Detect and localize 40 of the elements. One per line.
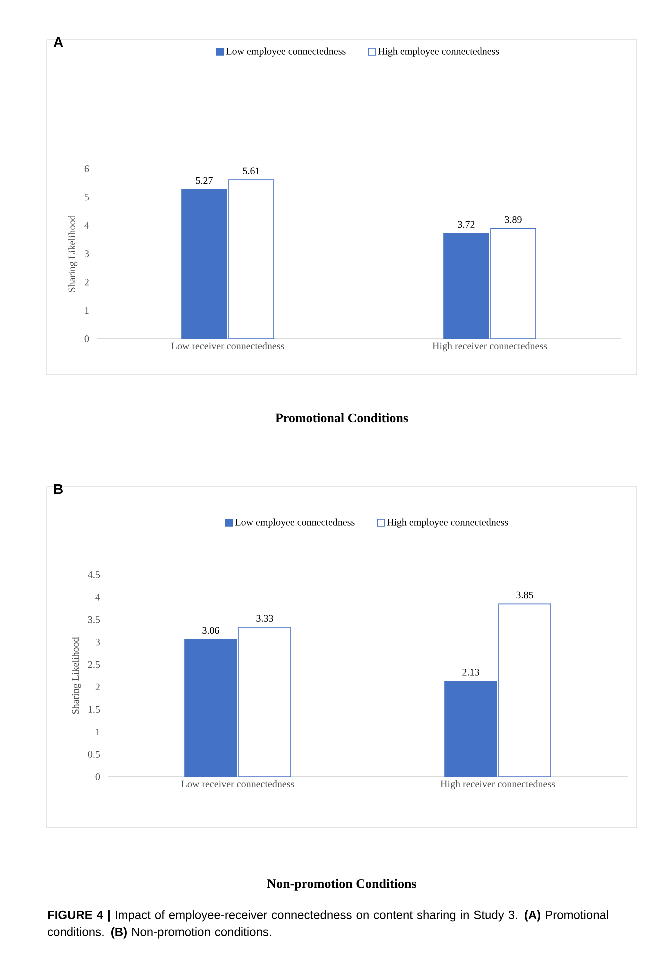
y-axis-title: Sharing Likelihood [68, 215, 78, 292]
legend-label: High employee connectedness [387, 518, 508, 528]
x-tick-label: Low receiver connectedness [182, 780, 294, 788]
x-tick-label: Low receiver connectedness [172, 342, 284, 350]
text: A [54, 38, 64, 48]
text: B [54, 484, 64, 494]
x-tick-label: High receiver connectedness [432, 342, 548, 352]
y-tick-label: 1 [85, 307, 89, 314]
data-label: 3.33 [256, 615, 274, 622]
data-label: 3.85 [516, 592, 534, 599]
y-tick-label: 4 [96, 594, 100, 601]
y-tick-label: 2.5 [88, 661, 100, 668]
y-tick-label: 2 [84, 279, 89, 286]
y-tick-label: 0 [96, 774, 100, 780]
legend-label: High employee connectedness [378, 48, 500, 57]
y-tick-label: 0 [84, 336, 90, 342]
data-label: 5.61 [243, 168, 260, 175]
y-tick-label: 2 [96, 684, 100, 691]
y-tick-label: 1.5 [88, 706, 100, 714]
y-tick-label: 5 [85, 194, 90, 201]
text: FIGURE 4 | Impact of employee-receiver connectedness on content sharing in Study 3. (A) Promotional conditions. (B) Non-promotion conditions. [48, 910, 608, 939]
y-tick-label: 3 [84, 250, 90, 258]
y-tick-label: 3.5 [88, 616, 100, 624]
x-tick-label: High receiver connectedness [440, 780, 556, 790]
legend-label: Low employee connectedness [235, 518, 355, 528]
y-tick-label: 4 [84, 222, 90, 229]
y-tick-label: 4.5 [88, 572, 100, 578]
y-tick-label: 1 [96, 728, 100, 736]
legend-label: Low employee connectedness [226, 48, 346, 57]
y-axis-title: Sharing Likelihood [72, 637, 82, 714]
y-tick-label: 6 [84, 166, 90, 172]
text: Non-promotion Conditions [267, 879, 416, 891]
data-label: 3.72 [458, 221, 475, 228]
y-tick-label: 0.5 [88, 751, 100, 758]
data-label: 5.27 [196, 177, 213, 184]
data-label: 2.13 [462, 669, 480, 676]
text: Promotional Conditions [276, 413, 408, 423]
data-label: 3.89 [505, 216, 522, 224]
y-tick-label: 3 [96, 638, 100, 646]
data-label: 3.06 [202, 627, 220, 634]
